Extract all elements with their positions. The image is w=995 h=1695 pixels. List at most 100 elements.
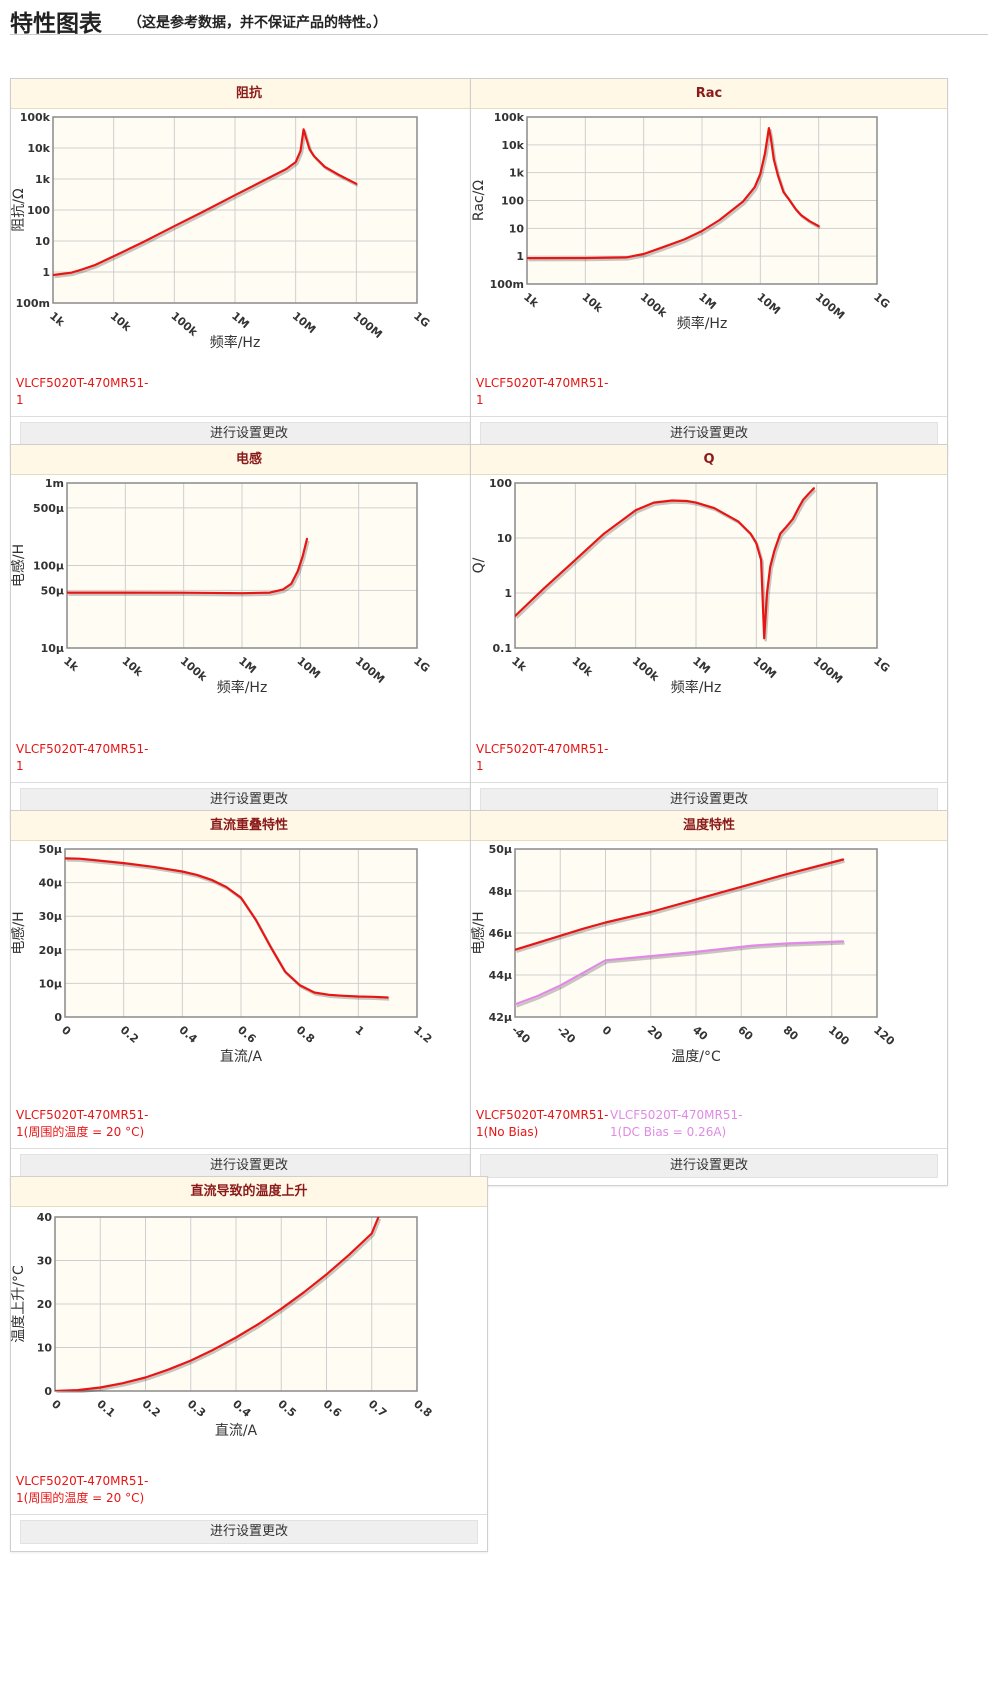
y-tick-label: 100 <box>489 477 512 490</box>
y-tick-label: 50μ <box>489 843 512 856</box>
y-axis-title: Q/ <box>471 557 487 573</box>
legend-entry[interactable]: VLCF5020T-470MR51-1(DC Bias = 0.26A) <box>610 1108 743 1139</box>
x-tick-label: 10M <box>290 309 318 336</box>
series-line-shadow <box>68 540 310 597</box>
chart-legend: VLCF5020T-470MR51-1 <box>16 375 482 425</box>
y-tick-label: 40μ <box>39 877 62 890</box>
chart-panel-3: 电感 1k 10k 100k 1M 10M 100M 1G 10μ 50μ 100μ 500μ 1m 频率… <box>10 444 488 820</box>
y-tick-label: 42μ <box>489 1011 512 1024</box>
legend-entry[interactable]: VLCF5020T-470MR51-1 <box>16 742 149 773</box>
y-tick-label: 0 <box>44 1385 52 1398</box>
x-tick-label: 1 <box>352 1023 366 1038</box>
plot-frame <box>514 848 878 1018</box>
x-tick-label: 0 <box>49 1397 63 1412</box>
settings-change-button[interactable]: 进行设置更改 <box>20 1154 478 1178</box>
x-axis-title: 直流/A <box>220 1048 263 1065</box>
x-tick-label: 0.1 <box>94 1397 117 1419</box>
y-tick-label: 100k <box>494 111 525 124</box>
x-tick-label: 120 <box>871 1023 897 1048</box>
legend-entry[interactable]: VLCF5020T-470MR51-1 <box>476 376 609 407</box>
chart-panel-5: 直流重叠特性 0 0.2 0.4 0.6 0.8 1 1.2 0 10μ 20μ 30μ 40μ 50μ 直… <box>10 810 488 1186</box>
series-line-1 <box>515 858 845 951</box>
x-tick-label: 1k <box>47 309 67 329</box>
panel-footer: 进行设置更改 <box>11 1514 487 1551</box>
series-line-2 <box>515 940 845 1006</box>
plot-frame <box>526 116 878 285</box>
y-tick-label: 500μ <box>33 502 64 515</box>
x-tick-label: 1M <box>690 654 713 676</box>
legend-entry[interactable]: VLCF5020T-470MR51-1 <box>476 742 609 773</box>
settings-change-button[interactable]: 进行设置更改 <box>20 788 478 812</box>
x-tick-label: 1G <box>411 654 432 675</box>
y-tick-label: 10k <box>501 139 524 152</box>
x-tick-label: 0.5 <box>275 1397 298 1419</box>
y-axis-title: 阻抗/Ω <box>11 188 27 232</box>
chart-title: 温度特性 <box>471 811 947 841</box>
x-tick-label: 1G <box>411 309 432 330</box>
settings-change-button[interactable]: 进行设置更改 <box>480 422 938 446</box>
chart-svg: 1k 10k 100k 1M 10M 100M 1G 100m 1 10 100 1k 10k 100k 频… <box>471 111 892 332</box>
series-line-1 <box>53 128 358 277</box>
x-tick-label: 0.6 <box>235 1023 259 1046</box>
legend-entry[interactable]: VLCF5020T-470MR51-1 <box>16 376 149 407</box>
chart-legend: VLCF5020T-470MR51-1(周围的温度 = 20 °C) <box>16 1473 482 1523</box>
y-tick-label: 10 <box>509 222 525 235</box>
settings-change-button[interactable]: 进行设置更改 <box>20 422 478 446</box>
x-tick-label: 100M <box>353 654 387 686</box>
chart-panel-1: 阻抗 1k 10k 100k 1M 10M 100M 1G 100m 1 10 100 1k 10k 100… <box>10 78 488 454</box>
panel-footer: 进行设置更改 <box>11 1148 487 1185</box>
y-tick-label: 50μ <box>39 843 62 856</box>
x-tick-label: 40 <box>690 1023 710 1043</box>
chart-title: Rac <box>471 79 947 109</box>
y-tick-label: 20μ <box>39 944 62 957</box>
x-tick-label: -20 <box>554 1023 578 1046</box>
settings-change-button[interactable]: 进行设置更改 <box>20 1520 478 1544</box>
legend-entry[interactable]: VLCF5020T-470MR51-1(周围的温度 = 20 °C) <box>16 1474 149 1505</box>
chart-legend: VLCF5020T-470MR51-1(No Bias) VLCF5020T-47… <box>476 1107 942 1157</box>
x-tick-label: 80 <box>781 1023 801 1043</box>
y-tick-label: 20 <box>37 1298 53 1311</box>
y-tick-label: 100 <box>27 204 50 217</box>
settings-change-button[interactable]: 进行设置更改 <box>480 1154 938 1178</box>
chart-legend: VLCF5020T-470MR51-1 <box>16 741 482 791</box>
y-tick-label: 10 <box>37 1342 53 1355</box>
y-tick-label: 1 <box>516 250 524 263</box>
series-line-shadow <box>56 1219 382 1393</box>
x-tick-label: 100 <box>826 1023 852 1048</box>
legend-entry[interactable]: VLCF5020T-470MR51-1(周围的温度 = 20 °C) <box>16 1108 149 1139</box>
plot-frame <box>514 482 878 649</box>
page-title: 特性图表 <box>10 11 102 37</box>
x-tick-label: 10M <box>754 290 782 317</box>
y-tick-label: 10μ <box>41 642 64 655</box>
chart-title: Q <box>471 445 947 475</box>
x-tick-label: 100k <box>168 309 200 339</box>
x-tick-label: 1G <box>871 654 892 675</box>
y-tick-label: 100k <box>20 111 51 124</box>
y-tick-label: 1 <box>504 587 512 600</box>
x-tick-label: 10k <box>579 290 605 315</box>
x-tick-label: 100k <box>638 290 670 320</box>
x-tick-label: 100M <box>813 290 847 322</box>
x-tick-label: 0.2 <box>140 1397 163 1419</box>
series-line-1 <box>527 127 820 260</box>
y-tick-label: 1k <box>509 167 525 180</box>
legend-entry[interactable]: VLCF5020T-470MR51-1(No Bias) <box>476 1108 609 1139</box>
chart-svg: 0 0.2 0.4 0.6 0.8 1 1.2 0 10μ 20μ 30μ 40μ 50μ 直流/A 电感/… <box>11 843 434 1065</box>
panel-footer: 进行设置更改 <box>471 416 947 453</box>
series-line-1 <box>67 537 309 595</box>
chart-panel-4: Q 1k 10k 100k 1M 10M 100M 1G 0.1 1 10 100 频率/Hz Q/VLC… <box>470 444 948 820</box>
x-axis-title: 温度/°C <box>671 1049 721 1065</box>
y-tick-label: 30μ <box>39 910 62 923</box>
x-tick-label: 1G <box>871 290 892 311</box>
y-tick-label: 100 <box>501 195 524 208</box>
chart-title: 阻抗 <box>11 79 487 109</box>
y-axis-title: 电感/H <box>11 911 27 954</box>
page-subtitle: （这是参考数据，并不保证产品的特性。） <box>128 15 387 31</box>
x-tick-label: 1.2 <box>411 1023 434 1045</box>
x-tick-label: 100M <box>811 654 845 686</box>
y-tick-label: 10μ <box>39 977 62 990</box>
y-tick-label: 10k <box>27 142 50 155</box>
chart-svg: 1k 10k 100k 1M 10M 100M 1G 0.1 1 10 100 频率/Hz Q/ <box>471 477 892 696</box>
plot-frame <box>64 848 418 1018</box>
settings-change-button[interactable]: 进行设置更改 <box>480 788 938 812</box>
